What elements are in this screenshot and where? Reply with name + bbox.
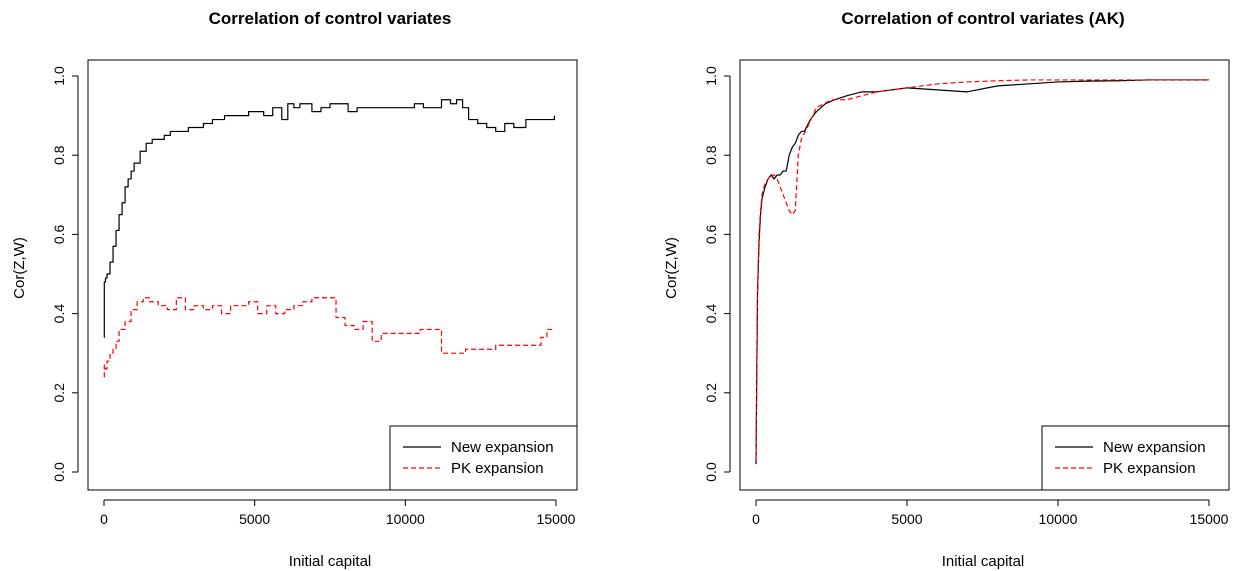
chart-left-x-tick-label: 15000: [537, 511, 576, 527]
chart-left-legend-label-pk: PK expansion: [451, 460, 544, 477]
chart-left-y-tick-label: 0.6: [51, 224, 67, 244]
chart-left-y-tick-label: 0.0: [51, 462, 67, 482]
chart-right-legend-box: [1041, 425, 1230, 491]
chart-left-plot-area: 0 5000 10000 15000 0.0 0.2 0.4 0.6 0.8 1.0: [51, 59, 578, 527]
chart-right-x-tick-label: 5000: [891, 511, 922, 527]
chart-right-y-tick-label: 1.0: [703, 66, 719, 86]
chart-left-legend-box: [389, 425, 578, 491]
chart-right-plot-area: 0 5000 10000 15000 0.0 0.2 0.4 0.6 0.8 1.0: [703, 59, 1230, 527]
chart-right-y-tick-label: 0.0: [703, 462, 719, 482]
chart-left-y-tick-label: 0.8: [51, 145, 67, 165]
chart-left-legend: New expansion PK expansion: [389, 425, 578, 491]
chart-right-legend-label-new: New expansion: [1103, 439, 1206, 456]
chart-left-title: Correlation of control variates: [209, 9, 452, 28]
chart-right-x-tick-label: 15000: [1190, 511, 1229, 527]
chart-right: Correlation of control variates (AK) 0 50…: [663, 9, 1230, 570]
chart-left-y-axis-label: Cor(Z,W): [11, 237, 28, 299]
chart-right-series-new-expansion-line: [755, 79, 1209, 465]
chart-right-x-tick-label: 10000: [1039, 511, 1078, 527]
chart-left-x-tick-label: 10000: [386, 511, 425, 527]
chart-left-y-tick-label: 1.0: [51, 66, 67, 86]
chart-left-y-tick-label: 0.4: [51, 304, 67, 324]
chart-right-legend: New expansion PK expansion: [1041, 425, 1230, 491]
chart-right-x-axis-label: Initial capital: [942, 553, 1025, 570]
chart-left-plot-frame: [87, 59, 578, 491]
chart-right-title: Correlation of control variates (AK): [841, 9, 1124, 28]
chart-right-y-tick-label: 0.2: [703, 383, 719, 403]
chart-right-legend-label-pk: PK expansion: [1103, 460, 1196, 477]
chart-left-legend-label-new: New expansion: [451, 439, 554, 456]
chart-right-plot-frame: [739, 59, 1230, 491]
chart-left-y-tick-label: 0.2: [51, 383, 67, 403]
chart-right-x-tick-label: 0: [752, 511, 760, 527]
chart-left-x-tick-label: 5000: [239, 511, 270, 527]
chart-left-series-new-expansion-line: [103, 99, 556, 338]
chart-right-y-tick-label: 0.4: [703, 304, 719, 324]
chart-right-y-tick-label: 0.8: [703, 145, 719, 165]
chart-left-x-axis-label: Initial capital: [289, 553, 372, 570]
chart-left-series-pk-expansion-line: [103, 297, 555, 378]
chart-right-y-tick-label: 0.6: [703, 224, 719, 244]
chart-left-x-tick-label: 0: [100, 511, 108, 527]
chart-right-y-axis-label: Cor(Z,W): [663, 237, 680, 299]
chart-left: Correlation of control variates 0 5000 100…: [11, 9, 578, 570]
